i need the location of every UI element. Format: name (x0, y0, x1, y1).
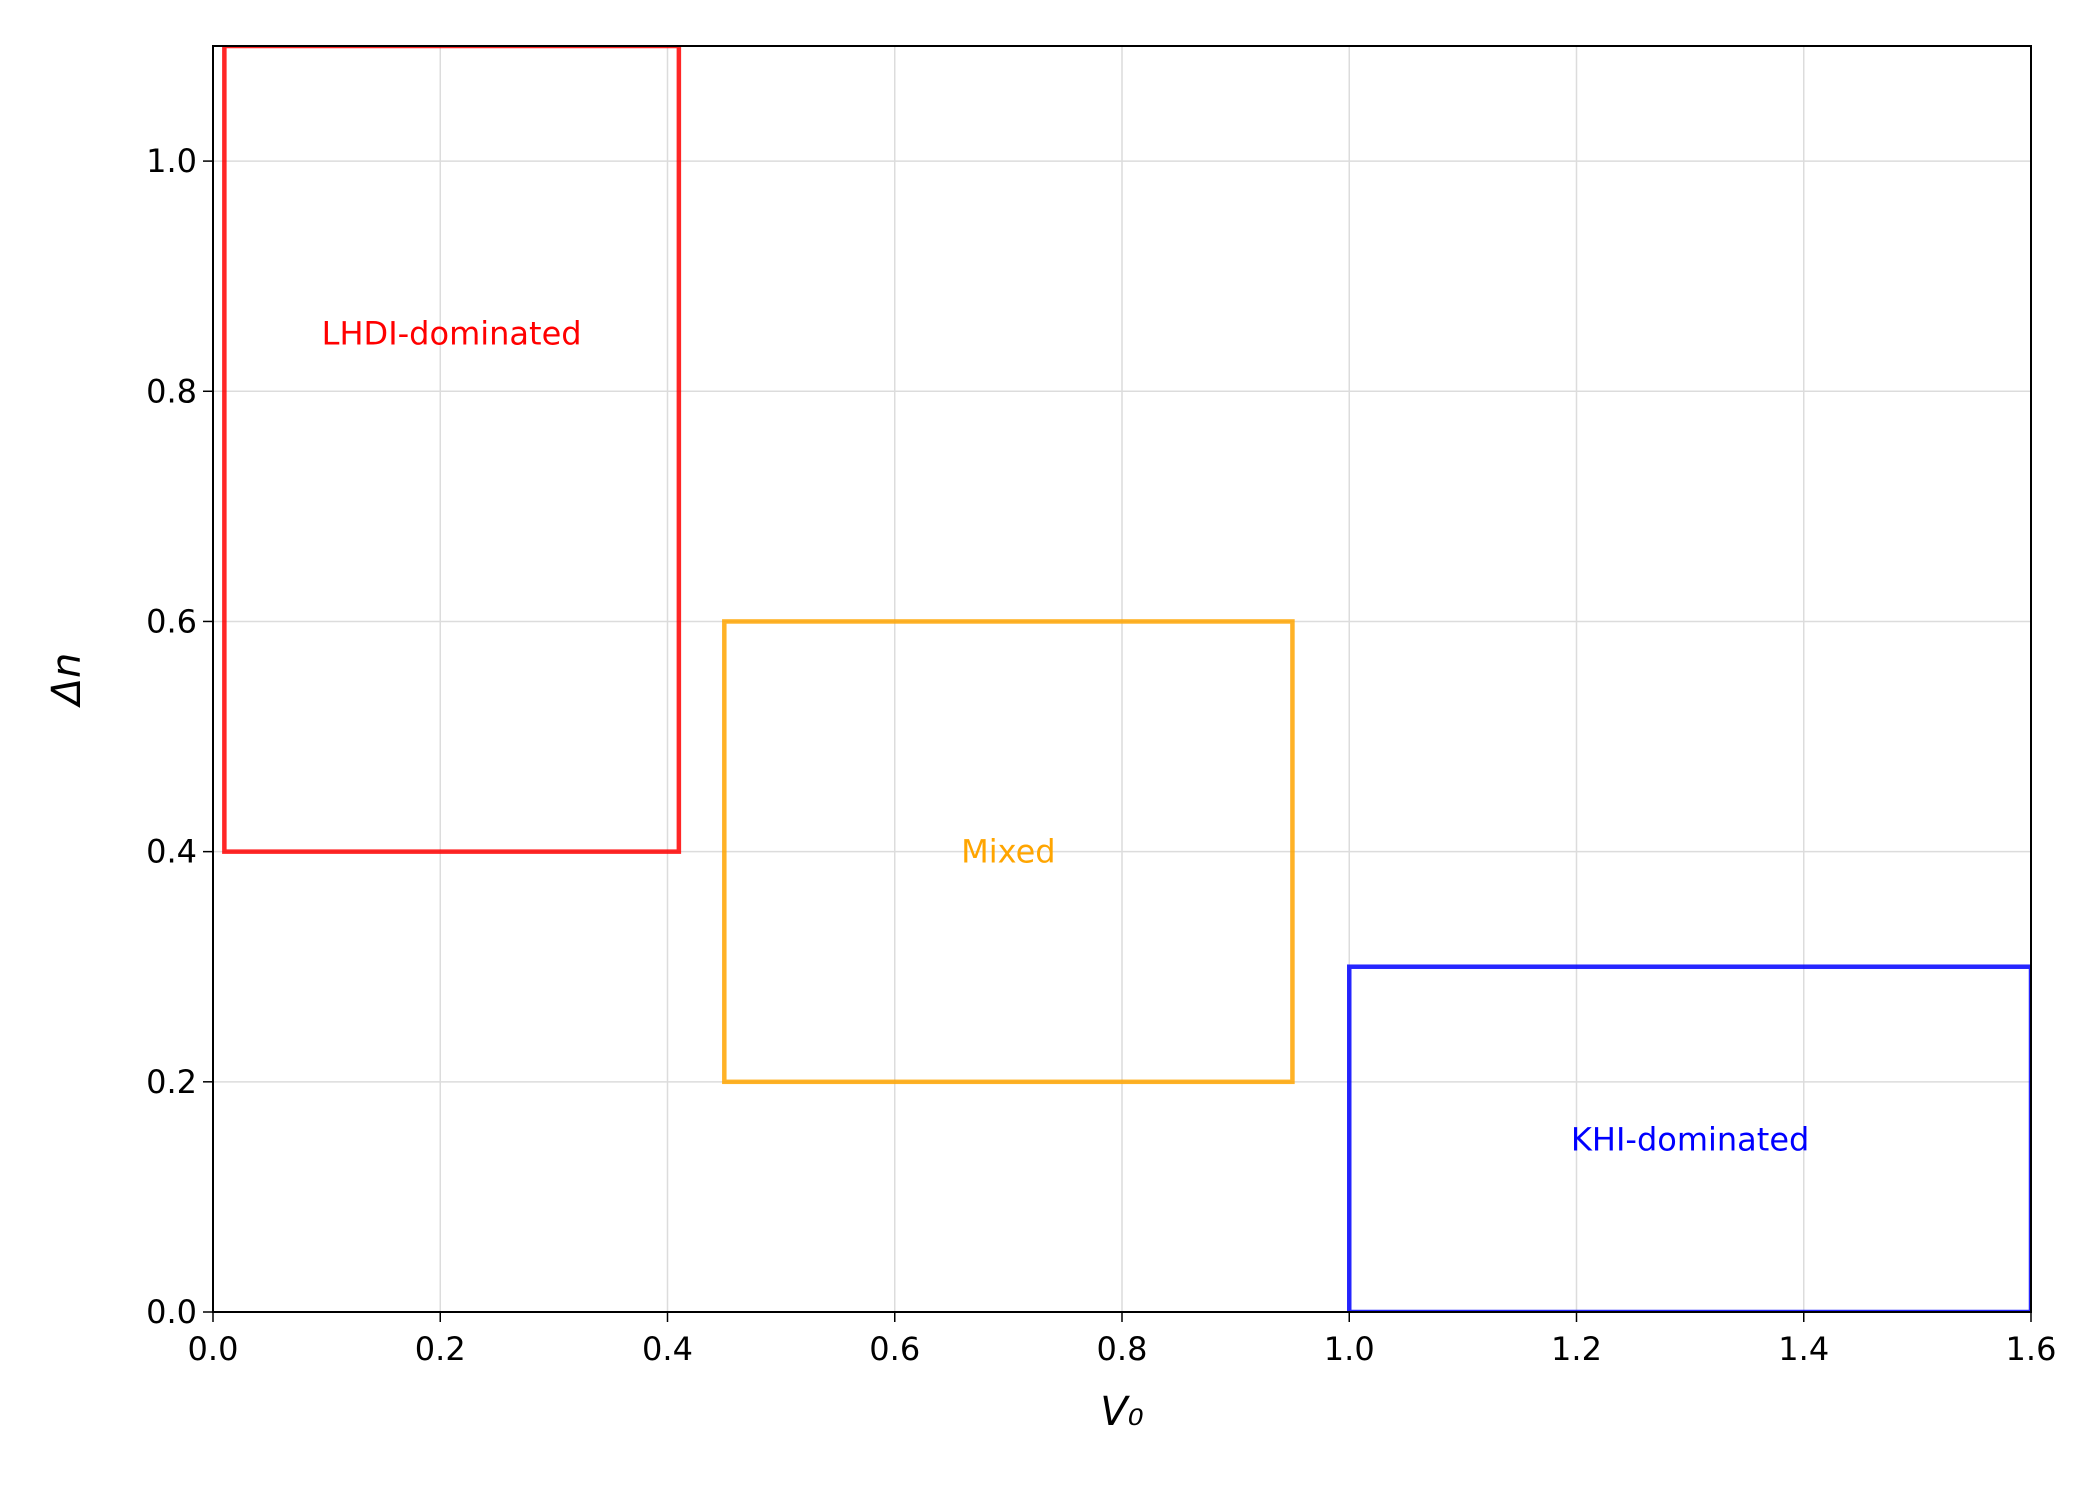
y-tick-label: 0.8 (146, 372, 197, 410)
y-tick-label: 0.2 (146, 1063, 197, 1101)
x-tick-label: 0.4 (642, 1330, 693, 1368)
x-tick-label: 1.0 (1324, 1330, 1375, 1368)
x-tick-label: 1.6 (2006, 1330, 2057, 1368)
region-label: KHI-dominated (1571, 1120, 1809, 1158)
region (222, 46, 682, 854)
y-tick-label: 0.6 (146, 602, 197, 640)
x-tick-label: 0.8 (1097, 1330, 1148, 1368)
region-label: LHDI-dominated (322, 315, 582, 353)
region-label: Mixed (961, 833, 1055, 871)
x-axis-label: V₀ (1100, 1389, 1143, 1435)
y-tick-label: 1.0 (146, 142, 197, 180)
region (1347, 964, 2031, 1312)
x-tick-label: 0.6 (869, 1330, 920, 1368)
plot-area (222, 46, 2031, 1312)
y-tick-label: 0.0 (146, 1293, 197, 1331)
y-tick-label: 0.4 (146, 833, 197, 871)
x-tick-label: 1.2 (1551, 1330, 1602, 1368)
region (722, 619, 1295, 1085)
x-tick-label: 0.2 (415, 1330, 466, 1368)
y-axis-label: Δn (44, 653, 90, 709)
plot-frame (212, 45, 2032, 1313)
x-tick-label: 1.4 (1778, 1330, 1829, 1368)
x-tick-label: 0.0 (188, 1330, 239, 1368)
